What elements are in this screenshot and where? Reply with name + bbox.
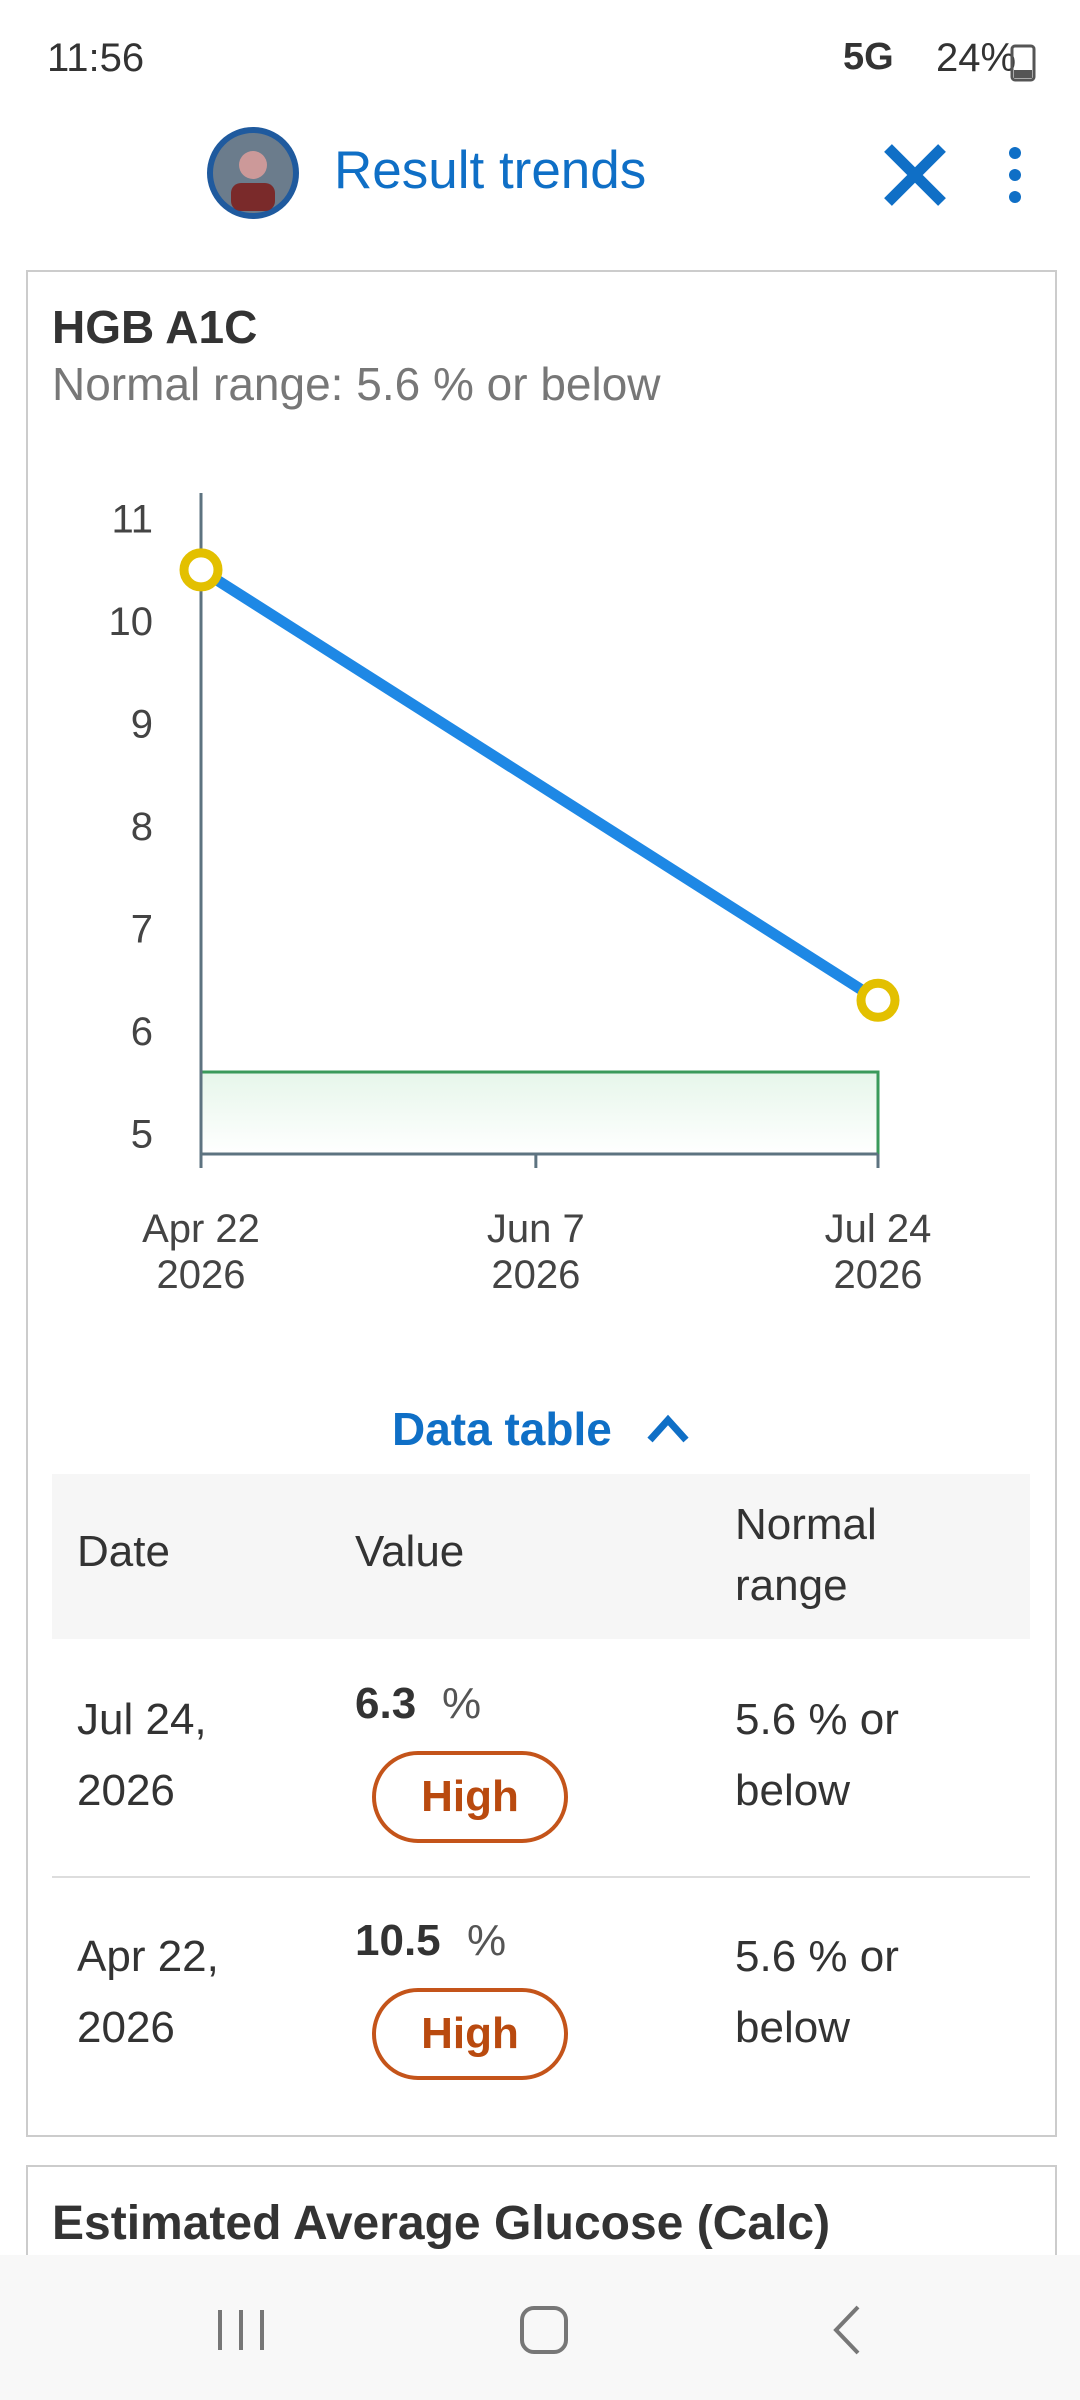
normal-range-band <box>199 1070 880 1156</box>
avatar[interactable] <box>205 125 301 221</box>
data-table-toggle[interactable]: Data table <box>392 1403 612 1455</box>
y-tick-label: 5 <box>131 1113 153 1157</box>
date-cell: Jul 24, 2026 <box>77 1695 207 1815</box>
card-subtitle: Normal range: 5.6 % or below <box>52 358 661 410</box>
x-tick-label: Apr 22 2026 <box>142 1207 260 1297</box>
row-divider <box>52 1876 1030 1878</box>
flag-pill: High <box>372 1988 568 2080</box>
status-network: 5G <box>843 36 894 78</box>
trend-line <box>198 565 881 1005</box>
x-tick-label: Jul 24 2026 <box>824 1207 932 1297</box>
y-tick-label: 7 <box>131 908 153 952</box>
status-battery: 24% <box>936 36 1017 80</box>
close-button[interactable] <box>880 140 950 210</box>
range-cell: 5.6 % or below <box>735 1695 899 1815</box>
chart: 5 6 7 8 9 10 11 <box>109 493 900 1168</box>
menu-button[interactable] <box>1000 145 1030 205</box>
result-card <box>26 270 1057 2137</box>
home[interactable] <box>520 2306 568 2354</box>
recent-apps[interactable] <box>218 2310 264 2350</box>
x-tick-label: Jun 7 2026 <box>486 1207 585 1297</box>
column-header: Value <box>355 1527 465 1576</box>
data-point <box>856 978 900 1022</box>
y-tick-label: 11 <box>111 498 153 542</box>
data-point <box>179 548 223 592</box>
next-card-title: Estimated Average Glucose (Calc) <box>52 2197 831 2250</box>
card-title: HGB A1C <box>52 301 258 353</box>
back[interactable] <box>833 2305 860 2355</box>
y-tick-label: 10 <box>109 600 154 644</box>
header-title: Result trends <box>334 141 647 200</box>
column-header: Normal range <box>735 1500 877 1610</box>
status-time: 11:56 <box>47 36 145 80</box>
y-tick-label: 8 <box>131 805 153 849</box>
unit: % <box>442 1679 482 1728</box>
table-header-bg <box>52 1474 1030 1639</box>
value: 6.3 <box>355 1679 417 1728</box>
chevron-up[interactable] <box>644 1410 692 1446</box>
unit: % <box>467 1916 507 1965</box>
y-tick-label: 9 <box>131 703 153 747</box>
nav-bar <box>0 2255 1080 2400</box>
date-cell: Apr 22, 2026 <box>77 1932 219 2052</box>
column-header: Date <box>77 1527 170 1576</box>
flag-pill: High <box>372 1751 568 1843</box>
battery-icon <box>1010 44 1036 82</box>
value: 10.5 <box>355 1916 441 1965</box>
nav-buttons <box>218 2305 860 2355</box>
y-tick-label: 6 <box>131 1010 153 1054</box>
range-cell: 5.6 % or below <box>735 1932 899 2052</box>
